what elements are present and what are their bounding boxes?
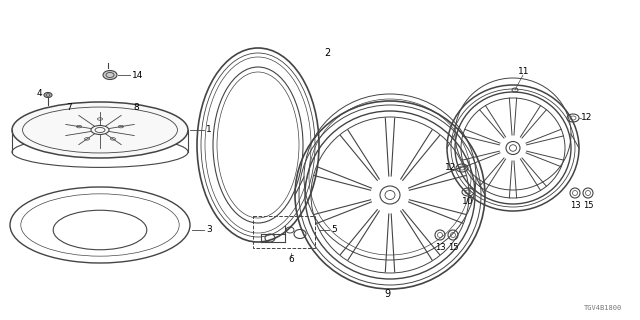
Text: 11: 11 bbox=[518, 68, 529, 76]
Ellipse shape bbox=[12, 102, 188, 158]
Text: 15: 15 bbox=[448, 243, 458, 252]
Text: 7: 7 bbox=[67, 103, 72, 113]
Text: 15: 15 bbox=[583, 201, 593, 210]
Text: 6: 6 bbox=[288, 255, 294, 265]
Text: 2: 2 bbox=[324, 48, 330, 58]
Text: 9: 9 bbox=[384, 289, 390, 299]
Text: 1: 1 bbox=[206, 125, 212, 134]
Text: 8: 8 bbox=[133, 103, 139, 113]
Text: TGV4B1800: TGV4B1800 bbox=[584, 305, 622, 311]
Text: 12: 12 bbox=[581, 114, 593, 123]
Bar bbox=[253, 216, 315, 248]
Text: 4: 4 bbox=[36, 90, 42, 99]
Text: 10: 10 bbox=[462, 197, 474, 206]
Text: 14: 14 bbox=[132, 70, 143, 79]
Text: 3: 3 bbox=[206, 226, 212, 235]
Text: 13: 13 bbox=[570, 201, 580, 210]
Ellipse shape bbox=[103, 70, 117, 79]
Text: 5: 5 bbox=[331, 226, 337, 235]
Text: 12: 12 bbox=[445, 164, 456, 172]
Text: 13: 13 bbox=[435, 243, 445, 252]
Ellipse shape bbox=[44, 92, 52, 98]
